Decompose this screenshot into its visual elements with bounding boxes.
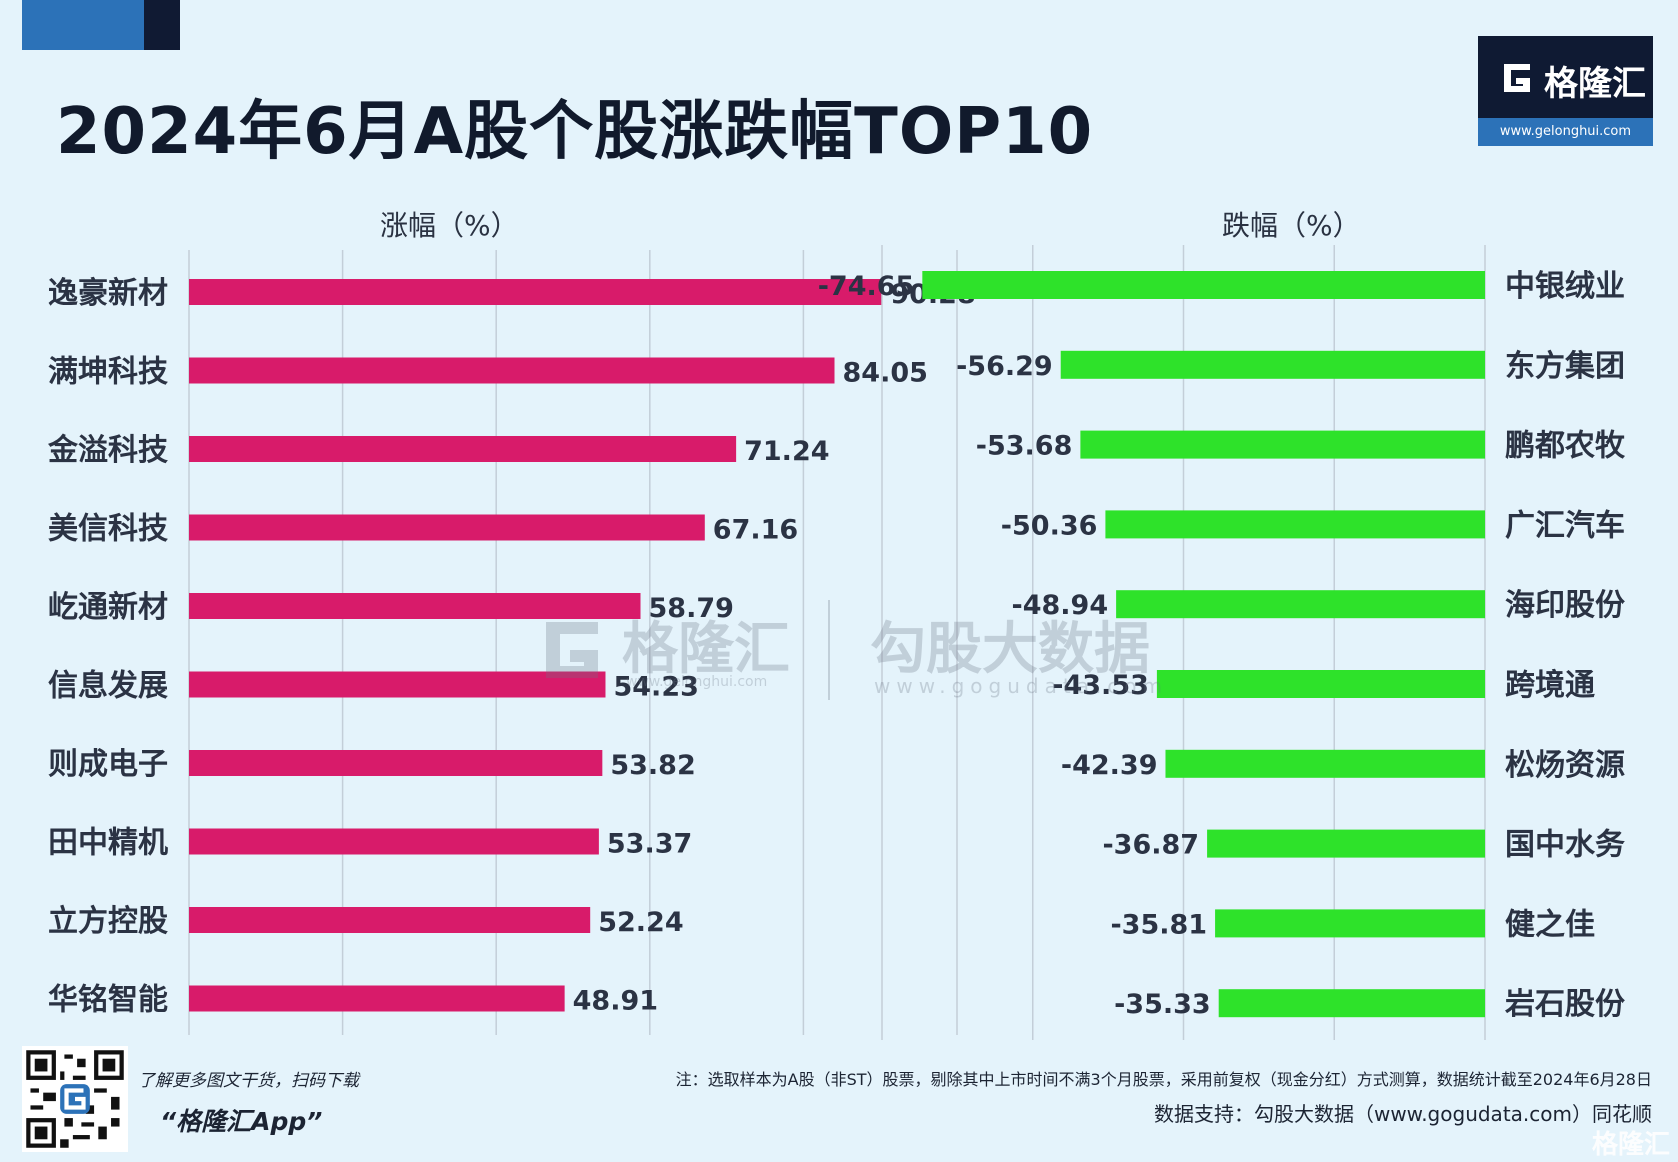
- bar: [189, 357, 835, 384]
- category-label: 立方控股: [48, 904, 168, 939]
- category-label: 满坤科技: [48, 355, 168, 390]
- bar: [189, 593, 641, 619]
- promo-text: 了解更多图文干货，扫码下载: [138, 1071, 359, 1091]
- bar: [1218, 989, 1485, 1018]
- data-label: 48.91: [573, 986, 658, 1017]
- data-label: -74.65: [818, 271, 915, 302]
- category-label: 健之佳: [1505, 907, 1595, 942]
- bar: [189, 436, 737, 462]
- bar: [1060, 350, 1485, 379]
- category-label: 松炀资源: [1505, 748, 1625, 783]
- category-label: 海印股份: [1505, 588, 1625, 623]
- category-label: 鹏都农牧: [1505, 429, 1626, 464]
- data-label: 52.24: [598, 907, 683, 938]
- rise-chart-title: 涨幅（%）: [380, 209, 519, 242]
- category-label: 则成电子: [48, 747, 168, 782]
- footer-brand-logo: 格隆汇: [1591, 1130, 1670, 1160]
- bar: [189, 750, 603, 776]
- bar: [1105, 510, 1485, 539]
- category-label: 信息发展: [48, 669, 168, 704]
- fall-chart-title: 跌幅（%）: [1222, 209, 1361, 242]
- data-label: 53.37: [607, 829, 692, 860]
- data-label: 71.24: [744, 436, 829, 467]
- data-label: 54.23: [613, 672, 698, 703]
- data-label: -35.81: [1110, 909, 1207, 940]
- data-label: -48.94: [1012, 590, 1109, 621]
- category-label: 逸豪新材: [48, 276, 168, 311]
- bar: [1165, 749, 1485, 778]
- data-label: -42.39: [1061, 750, 1158, 781]
- brand-g-icon: [1504, 64, 1530, 92]
- data-label: 67.16: [713, 515, 798, 546]
- corner-accent-blue: [22, 0, 144, 50]
- data-label: 53.82: [610, 750, 695, 781]
- bar: [189, 514, 705, 541]
- data-label: 58.79: [649, 593, 734, 624]
- data-label: 84.05: [843, 358, 928, 389]
- data-label: -43.53: [1052, 670, 1149, 701]
- bar: [1156, 670, 1485, 698]
- bar: [1080, 430, 1485, 459]
- category-label: 跨境通: [1505, 668, 1595, 703]
- bar: [189, 279, 883, 305]
- bar: [1215, 909, 1485, 938]
- category-label: 广汇汽车: [1505, 508, 1625, 543]
- data-source: 数据支持：勾股大数据（www.gogudata.com）同花顺: [1153, 1102, 1652, 1126]
- data-label: -53.68: [976, 431, 1073, 462]
- category-label: 华铭智能: [48, 983, 168, 1018]
- bar: [189, 828, 599, 855]
- qr-code[interactable]: [22, 1046, 128, 1152]
- data-label: -50.36: [1001, 510, 1098, 541]
- category-label: 东方集团: [1505, 349, 1625, 384]
- bar: [1207, 829, 1485, 858]
- bar: [922, 271, 1485, 299]
- data-label: -36.87: [1102, 830, 1199, 861]
- data-label: -35.33: [1114, 989, 1211, 1020]
- bar: [1116, 590, 1485, 619]
- brand-name: 格隆汇: [1544, 64, 1646, 104]
- app-name: “格隆汇App”: [160, 1107, 323, 1136]
- category-label: 中银绒业: [1505, 269, 1625, 304]
- category-label: 岩石股份: [1505, 987, 1625, 1022]
- data-note: 注：选取样本为A股（非ST）股票，剔除其中上市时间不满3个月股票，采用前复权（现…: [675, 1070, 1652, 1089]
- category-label: 金溢科技: [47, 433, 168, 468]
- category-label: 屹通新材: [48, 590, 168, 625]
- data-label: -56.29: [956, 351, 1053, 382]
- bar: [189, 907, 591, 933]
- category-label: 田中精机: [48, 826, 168, 861]
- corner-accent-navy: [144, 0, 180, 50]
- brand-logo[interactable]: 格隆汇 www.gelonghui.com: [1478, 36, 1653, 146]
- category-label: 美信科技: [48, 512, 168, 547]
- category-label: 国中水务: [1505, 828, 1625, 863]
- bar: [189, 985, 565, 1012]
- brand-url: www.gelonghui.com: [1478, 118, 1653, 146]
- page-title: 2024年6月A股个股涨跌幅TOP10: [56, 95, 1094, 169]
- bar: [189, 671, 606, 698]
